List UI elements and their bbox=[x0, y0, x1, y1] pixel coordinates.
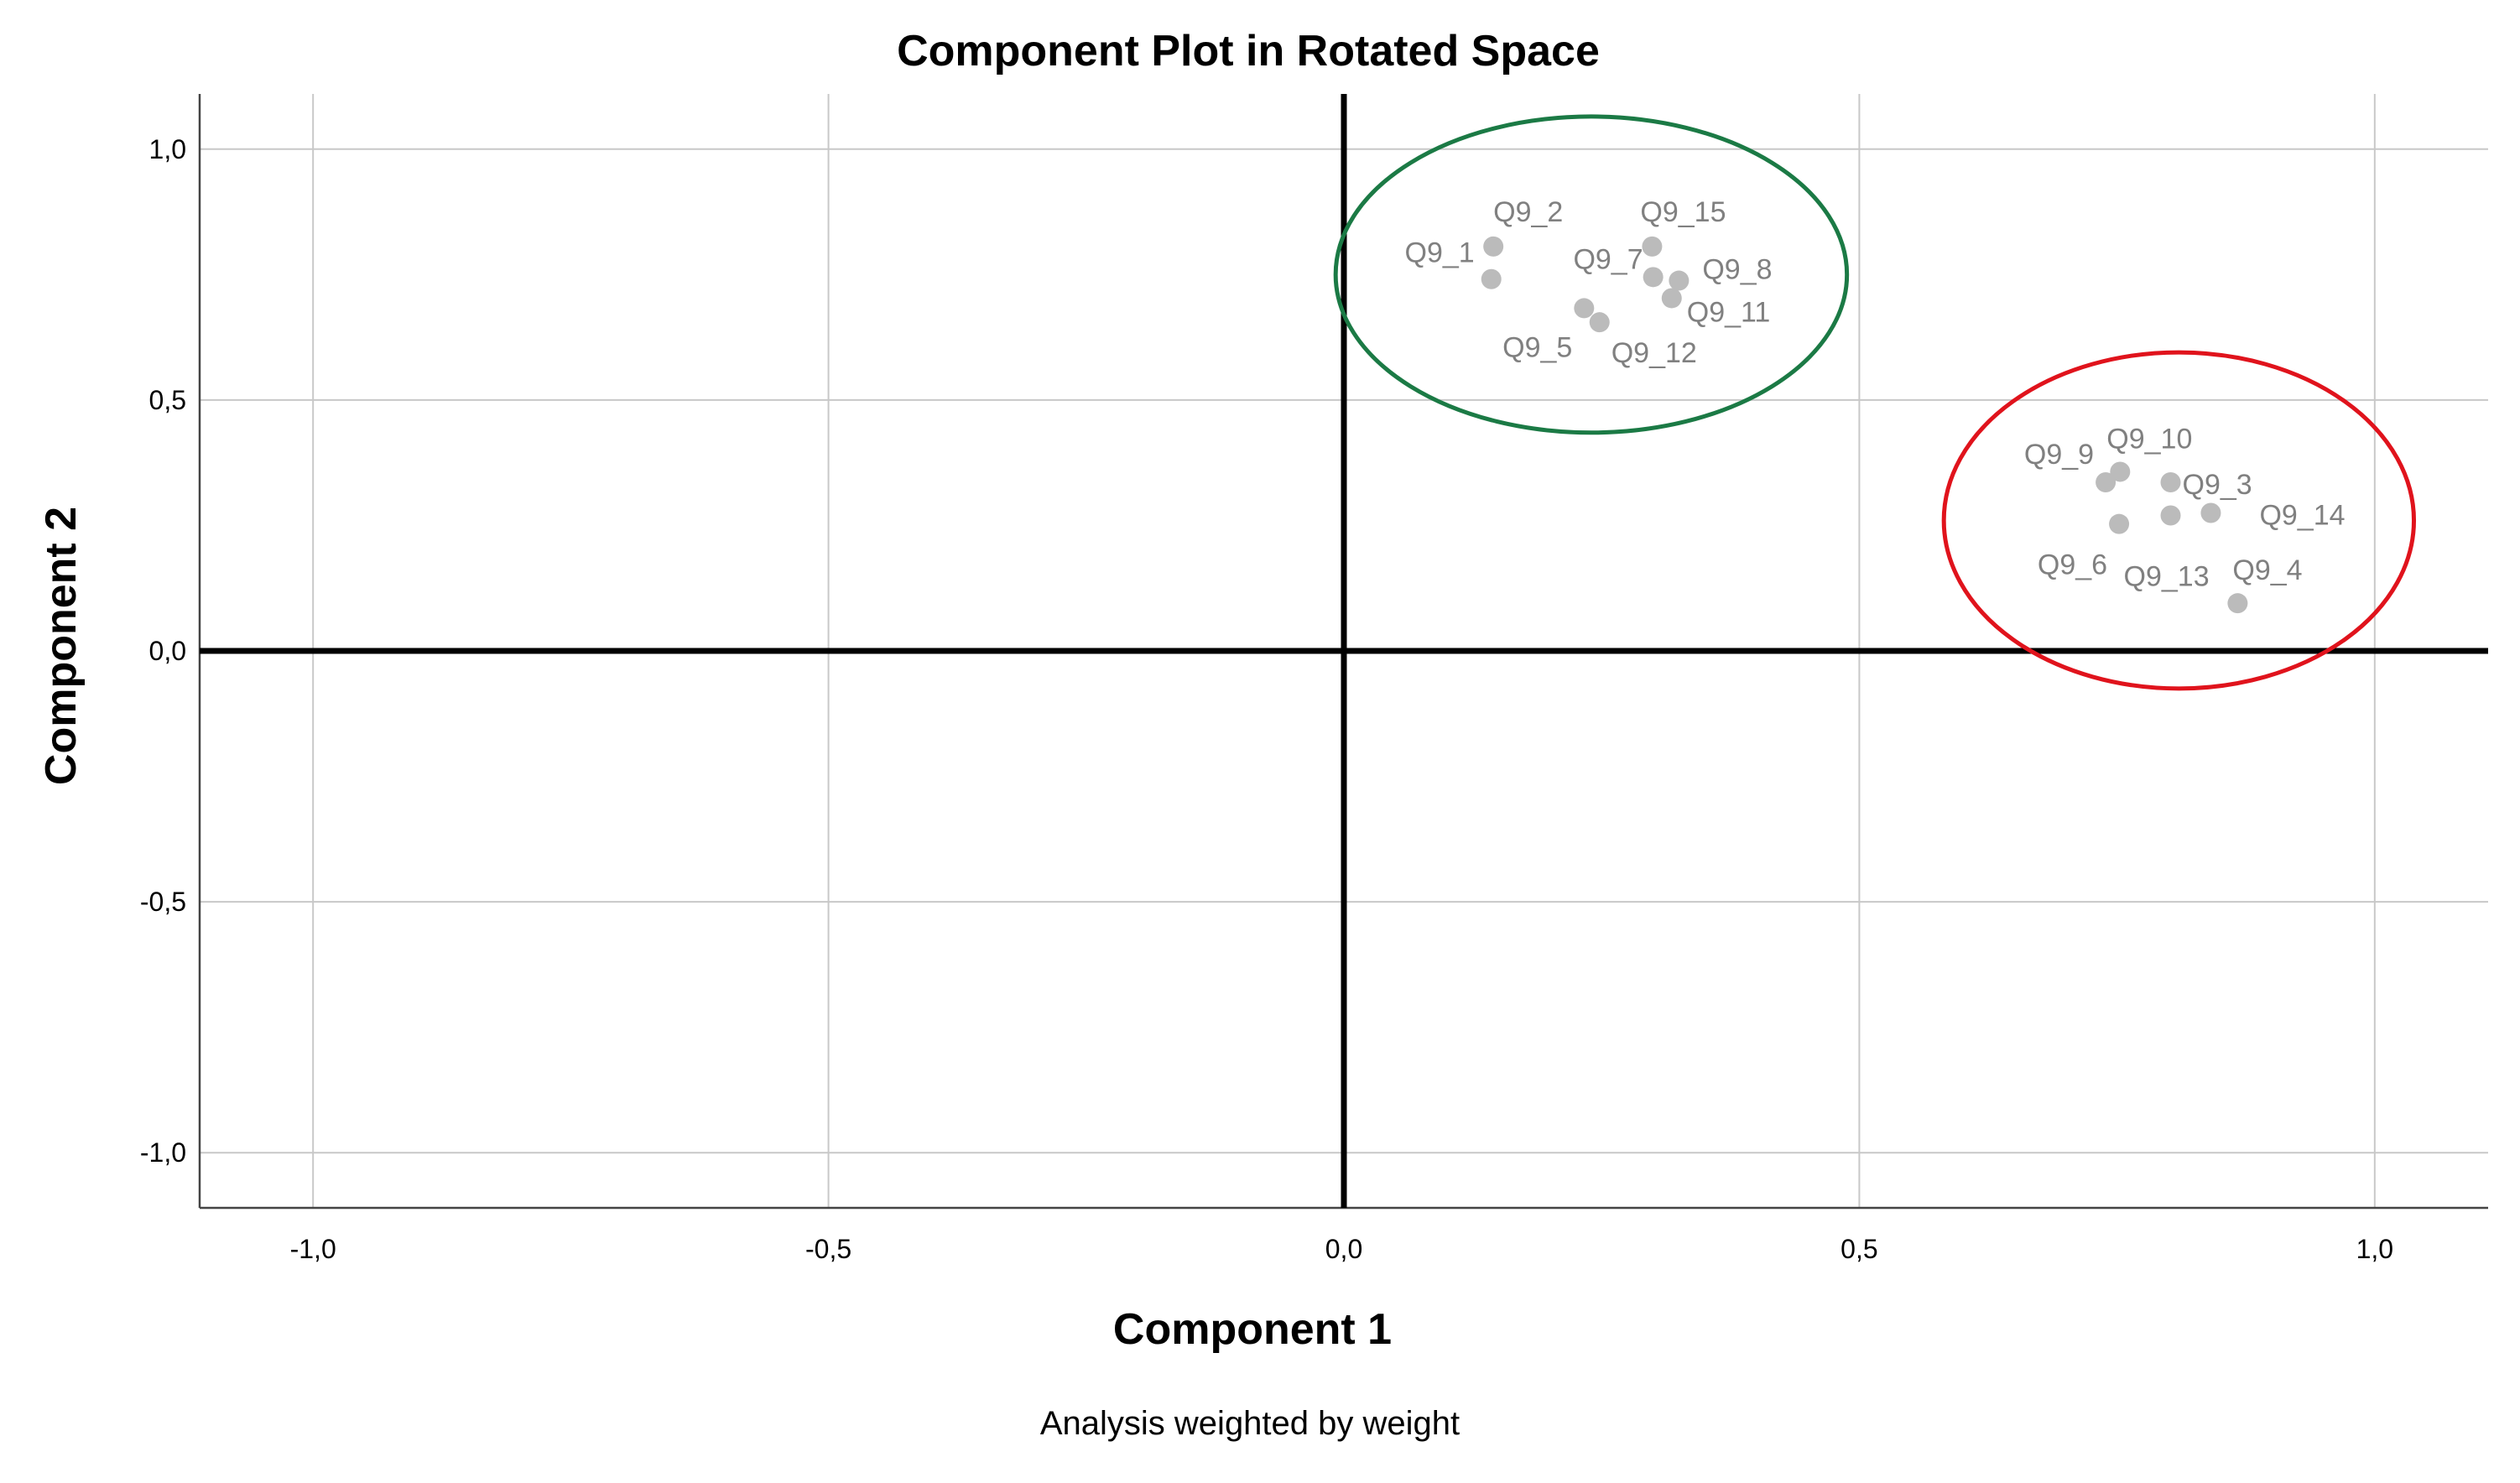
data-point bbox=[1643, 267, 1664, 288]
point-label: Q9_12 bbox=[1611, 337, 1697, 369]
point-label: Q9_9 bbox=[2024, 439, 2094, 471]
data-point bbox=[2096, 472, 2116, 493]
point-label: Q9_10 bbox=[2106, 423, 2192, 455]
x-tick-label: -1,0 bbox=[290, 1234, 336, 1264]
y-axis-label: Component 2 bbox=[37, 507, 86, 785]
data-point bbox=[2200, 502, 2221, 523]
x-axis-label: Component 1 bbox=[1113, 1305, 1392, 1354]
data-point bbox=[1661, 288, 1682, 309]
cluster-ellipse bbox=[1941, 350, 2417, 691]
x-tick-label: -0,5 bbox=[805, 1234, 851, 1264]
point-label: Q9_2 bbox=[1493, 196, 1563, 228]
point-label: Q9_6 bbox=[2038, 549, 2107, 581]
footnote: Analysis weighted by weight bbox=[1040, 1405, 1460, 1442]
point-label: Q9_14 bbox=[2259, 499, 2345, 531]
y-tick-label: 0,0 bbox=[149, 636, 186, 666]
data-point bbox=[2160, 472, 2181, 493]
cluster-ellipse bbox=[1333, 114, 1850, 435]
point-label: Q9_13 bbox=[2124, 560, 2210, 592]
point-label: Q9_1 bbox=[1405, 237, 1475, 269]
point-label: Q9_5 bbox=[1502, 331, 1572, 363]
data-point bbox=[1481, 268, 1502, 289]
axes bbox=[198, 94, 2488, 1210]
y-tick-label: 1,0 bbox=[149, 134, 186, 164]
point-label: Q9_7 bbox=[1573, 243, 1643, 275]
point-label: Q9_8 bbox=[1702, 254, 1772, 286]
data-point bbox=[2160, 505, 2181, 526]
data-point bbox=[1669, 270, 1690, 291]
y-tick-label: -0,5 bbox=[140, 887, 186, 917]
data-point bbox=[1642, 236, 1663, 257]
tick-labels: -1,0 -0,5 0,0 0,5 1,0 -1,0 -0,5 0,0 0,5 1,0 bbox=[140, 134, 2393, 1264]
data-point bbox=[1574, 298, 1595, 319]
data-point bbox=[1483, 236, 1504, 257]
data-points bbox=[1481, 236, 2248, 614]
data-point bbox=[2227, 593, 2248, 614]
point-labels: Q9_1 Q9_2 Q9_15 Q9_7 Q9_8 Q9_11 Q9_5 Q9_12 Q9_9 Q… bbox=[1405, 196, 2346, 593]
x-tick-label: 1,0 bbox=[2356, 1234, 2393, 1264]
point-label: Q9_15 bbox=[1640, 196, 1726, 228]
data-point bbox=[2109, 513, 2130, 534]
data-point bbox=[1589, 312, 1610, 333]
cluster-ellipses bbox=[1333, 114, 2417, 691]
point-label: Q9_3 bbox=[2183, 469, 2252, 501]
y-tick-label: 0,5 bbox=[149, 385, 186, 415]
x-tick-label: 0,0 bbox=[1325, 1234, 1362, 1264]
point-label: Q9_11 bbox=[1687, 296, 1771, 328]
x-tick-label: 0,5 bbox=[1841, 1234, 1877, 1264]
y-tick-label: -1,0 bbox=[140, 1137, 186, 1168]
data-point bbox=[2110, 461, 2131, 482]
chart-title: Component Plot in Rotated Space bbox=[897, 27, 1600, 75]
point-label: Q9_4 bbox=[2232, 554, 2302, 586]
